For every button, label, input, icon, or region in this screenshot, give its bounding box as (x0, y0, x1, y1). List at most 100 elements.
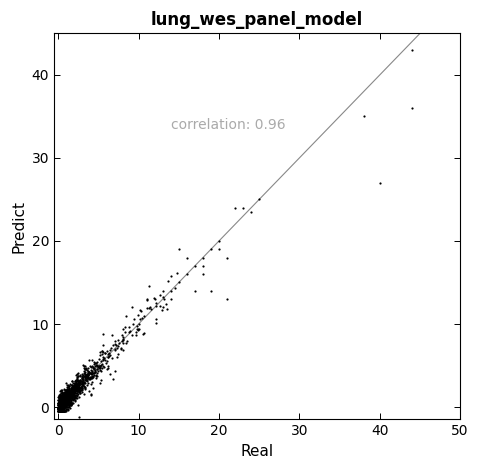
Point (55, 406, 63, 414)
Point (61, 395, 69, 403)
Point (60, 401, 68, 408)
Point (104, 353, 111, 361)
Point (100, 354, 108, 361)
Point (66, 387, 73, 394)
Point (63, 400, 71, 407)
Point (106, 349, 113, 357)
Point (69, 389, 76, 397)
Point (65, 392, 72, 400)
Point (81, 383, 88, 391)
Point (79, 374, 86, 382)
Point (104, 353, 111, 361)
Point (56, 393, 64, 400)
Point (66, 390, 73, 397)
Point (60, 403, 68, 411)
Point (63, 396, 71, 404)
Point (58, 388, 66, 396)
Point (68, 392, 75, 400)
Point (70, 387, 77, 395)
Point (105, 352, 113, 360)
Point (58, 405, 65, 412)
Point (70, 385, 78, 393)
Point (56, 401, 63, 408)
Point (72, 386, 80, 394)
Point (70, 385, 77, 392)
Point (66, 404, 73, 412)
Point (57, 401, 65, 409)
Point (57, 393, 64, 400)
Point (59, 400, 66, 408)
Point (103, 357, 111, 364)
Point (61, 394, 69, 402)
Point (96, 362, 104, 370)
Point (59, 391, 67, 399)
Point (60, 389, 67, 397)
Point (62, 402, 70, 409)
Point (71, 394, 78, 401)
Point (61, 398, 69, 405)
Point (96, 364, 104, 371)
Point (60, 407, 68, 415)
Point (97, 361, 105, 369)
Point (134, 326, 142, 333)
Point (55, 400, 62, 408)
Point (57, 405, 65, 413)
Point (55, 394, 63, 401)
Point (83, 371, 90, 379)
Point (55, 406, 62, 413)
Point (69, 391, 76, 398)
Point (62, 407, 70, 415)
Point (132, 328, 140, 336)
Point (89, 372, 97, 380)
Point (68, 392, 76, 400)
Point (55, 401, 62, 408)
Point (63, 385, 71, 393)
Point (89, 364, 97, 372)
Point (70, 393, 77, 401)
Point (67, 393, 75, 400)
Point (56, 403, 63, 410)
Point (77, 387, 84, 394)
Point (231, 204, 239, 212)
Point (118, 331, 126, 339)
Point (72, 392, 80, 399)
Point (207, 287, 215, 295)
Point (58, 401, 65, 409)
Point (74, 401, 82, 409)
Point (74, 369, 82, 377)
Point (72, 376, 80, 384)
Point (73, 386, 81, 394)
Point (56, 394, 64, 401)
Point (81, 383, 88, 390)
Point (111, 347, 119, 354)
Point (73, 387, 81, 394)
Point (160, 295, 168, 303)
Point (85, 356, 93, 364)
Point (59, 403, 66, 410)
Point (56, 407, 63, 414)
Point (68, 389, 75, 397)
Point (146, 304, 154, 311)
Point (96, 355, 103, 362)
Point (84, 375, 92, 382)
Point (71, 384, 78, 392)
Point (70, 388, 78, 395)
Point (66, 399, 73, 406)
Point (72, 386, 79, 393)
Point (57, 387, 65, 394)
Point (72, 383, 80, 390)
Point (62, 392, 70, 399)
Point (60, 400, 68, 407)
Point (62, 396, 70, 403)
Point (114, 342, 122, 350)
Point (73, 376, 81, 384)
Point (74, 372, 82, 380)
Point (72, 383, 79, 390)
Point (94, 373, 101, 380)
Point (70, 392, 78, 399)
Point (68, 384, 75, 392)
Point (55, 405, 62, 412)
Point (58, 403, 66, 410)
Point (60, 393, 68, 401)
Point (62, 396, 70, 403)
